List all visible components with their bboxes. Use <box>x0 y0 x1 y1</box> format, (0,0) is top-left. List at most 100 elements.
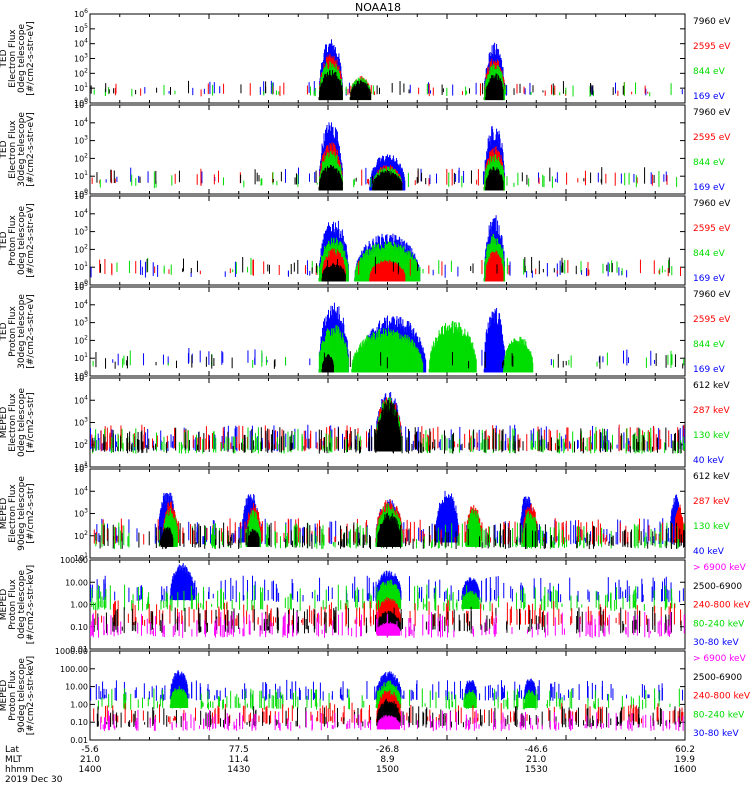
y-tick-label: 101 <box>74 352 88 363</box>
panel-data <box>90 215 682 282</box>
y-tick-label: 103 <box>74 508 88 519</box>
legend-entry-black: 612 keV <box>693 472 730 482</box>
panel-5: 101 102 103 104 105 MEPED Electron Flux 0deg te… <box>0 372 730 472</box>
y-axis-label-line: [#/cm2-s-str-eV] <box>26 294 36 369</box>
y-axis-label-line: 0deg telescope <box>17 206 27 276</box>
y-tick-label: 103 <box>74 417 88 428</box>
y-tick-label: 103 <box>74 317 88 328</box>
y-axis-label-line: [#/cm2-s-str] <box>26 483 36 543</box>
y-axis-label-line: Electron Flux <box>8 120 18 179</box>
y-axis-label: TED Electron Flux 30deg telescope [#/cm2-s-… <box>0 112 36 187</box>
series-black <box>96 164 655 191</box>
panel-data <box>92 302 685 373</box>
y-tick-label: 105 <box>74 463 88 474</box>
legend-entry-red: 287 keV <box>693 406 730 416</box>
panel-6: 101 102 103 104 105 MEPED Electron Flux 90deg t… <box>0 463 730 563</box>
y-tick-label: 101 <box>74 82 88 93</box>
legend-entry-black: 7960 eV <box>693 17 731 27</box>
y-axis-label: MEPED Electron Flux 0deg telescope [#/cm2-s… <box>0 388 36 458</box>
y-tick-label: 102 <box>74 334 88 345</box>
y-axis-label-line: TED <box>0 231 9 250</box>
y-tick-label: 101 <box>74 461 88 472</box>
y-tick-label: 105 <box>74 23 88 34</box>
legend-entry-black: 7960 eV <box>693 290 731 300</box>
y-tick-label: 102 <box>74 439 88 450</box>
y-tick-label: 103 <box>74 226 88 237</box>
legend-entry-blue: 169 eV <box>693 365 726 375</box>
y-tick-label: 100 <box>74 97 88 108</box>
y-axis-label-line: TED <box>0 140 9 159</box>
legend-entry-blue: 169 eV <box>693 274 726 284</box>
legend-entry-red: 2595 eV <box>693 315 731 325</box>
y-tick-label: 102 <box>74 243 88 254</box>
panel-data <box>93 490 685 550</box>
legend-entry-blue: 169 eV <box>693 183 726 193</box>
y-axis-label-line: Proton Flux <box>8 215 18 266</box>
legend-entry-red: 287 keV <box>693 497 730 507</box>
y-tick-label: 101 <box>74 170 88 181</box>
series-black <box>95 351 684 373</box>
y-axis-label-line: [#/cm2-s-str-eV] <box>26 21 36 96</box>
legend-entry-green: 844 eV <box>693 340 726 350</box>
series-black <box>92 400 682 454</box>
y-axis-label-line: 0deg telescope <box>17 24 27 94</box>
legend-entry-blue: 169 eV <box>693 92 726 102</box>
legend-entry-blue: 40 keV <box>693 456 725 466</box>
y-tick-label: 100 <box>74 279 88 290</box>
legend-entry-black: 7960 eV <box>693 199 731 209</box>
legend-entry-green: 844 eV <box>693 249 726 259</box>
y-tick-label: 103 <box>74 53 88 64</box>
y-tick-label: 105 <box>74 99 88 110</box>
legend-entry-green: 844 eV <box>693 67 726 77</box>
panel-frame <box>89 13 686 104</box>
y-axis-label: TED Proton Flux 0deg telescope [#/cm2-s-str… <box>0 203 36 278</box>
series-blue <box>144 39 683 101</box>
y-axis-label-line: MEPED <box>0 498 9 530</box>
y-tick-label: 102 <box>74 152 88 163</box>
y-tick-label: 101 <box>74 261 88 272</box>
legend-entry-red: 2595 eV <box>693 133 731 143</box>
legend-entry-black: 7960 eV <box>693 108 731 118</box>
y-axis-label: MEPED Electron Flux 90deg telescope [#/cm2-… <box>0 476 36 551</box>
legend-entry-green: 130 keV <box>693 522 730 532</box>
figure-title: NOAA18 <box>355 1 401 14</box>
y-axis-label-line: 0deg telescope <box>17 388 27 458</box>
panel-4: 100 101 102 103 104 105 TED Proton Flux 30deg te… <box>0 281 731 381</box>
y-tick-label: 104 <box>74 117 88 128</box>
y-tick-label: 104 <box>74 208 88 219</box>
y-tick-label: 106 <box>74 8 88 19</box>
y-tick-label: 104 <box>74 38 88 49</box>
legend-entry-green: 130 keV <box>693 431 730 441</box>
y-tick-label: 104 <box>74 394 88 405</box>
y-tick-label: 105 <box>74 190 88 201</box>
y-axis-label-line: Proton Flux <box>8 306 18 357</box>
y-axis-label-line: Electron Flux <box>8 393 18 452</box>
y-axis-label-line: [#/cm2-s-str-eV] <box>26 203 36 278</box>
y-tick-label: 102 <box>74 530 88 541</box>
y-axis-label: TED Proton Flux 30deg telescope [#/cm2-s-st… <box>0 294 36 369</box>
y-axis-label-line: [#/cm2-s-str] <box>26 392 36 452</box>
series-red <box>114 53 649 101</box>
y-tick-label: 105 <box>74 281 88 292</box>
series-black <box>90 69 624 101</box>
y-axis-label-line: Electron Flux <box>8 29 18 88</box>
y-tick-label: 105 <box>74 372 88 383</box>
panel-2: 100 101 102 103 104 105 TED Electron Flux 30deg … <box>0 99 731 199</box>
y-tick-label: 101 <box>74 552 88 563</box>
series-green <box>93 60 672 101</box>
y-tick-label: 104 <box>74 485 88 496</box>
legend-entry-red: 2595 eV <box>693 42 731 52</box>
y-axis-label-line: 90deg telescope <box>17 476 27 551</box>
y-axis-label-line: TED <box>0 49 9 68</box>
y-axis-label: TED Electron Flux 0deg telescope [#/cm2-s-s… <box>0 21 36 96</box>
y-axis-label-line: Electron Flux <box>8 484 18 543</box>
legend-entry-black: 612 keV <box>693 381 730 391</box>
panel-1: 100 101 102 103 104 105 106 TED Electron Flux 0de… <box>0 8 731 108</box>
y-tick-label: 100 <box>74 370 88 381</box>
y-tick-label: 103 <box>74 135 88 146</box>
panel-data <box>90 39 683 101</box>
y-tick-label: 102 <box>74 67 88 78</box>
series-black <box>99 256 670 282</box>
